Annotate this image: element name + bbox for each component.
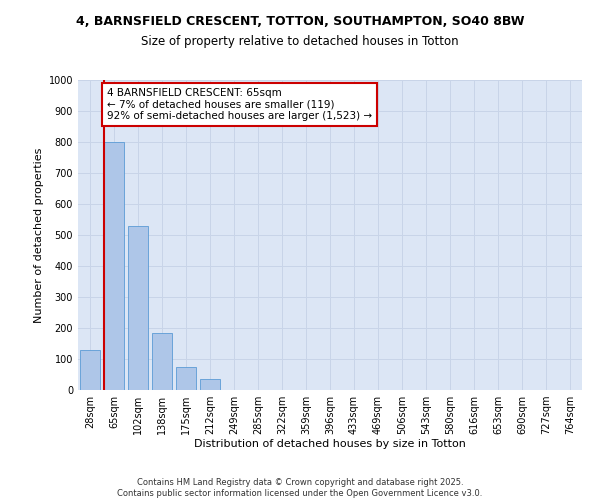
Text: 4, BARNSFIELD CRESCENT, TOTTON, SOUTHAMPTON, SO40 8BW: 4, BARNSFIELD CRESCENT, TOTTON, SOUTHAMP… [76,15,524,28]
Text: 4 BARNSFIELD CRESCENT: 65sqm
← 7% of detached houses are smaller (119)
92% of se: 4 BARNSFIELD CRESCENT: 65sqm ← 7% of det… [107,88,372,121]
Bar [152,332,172,390]
Text: Contains HM Land Registry data © Crown copyright and database right 2025.
Contai: Contains HM Land Registry data © Crown c… [118,478,482,498]
Y-axis label: Number of detached properties: Number of detached properties [34,148,44,322]
Bar [200,379,220,390]
Text: Size of property relative to detached houses in Totton: Size of property relative to detached ho… [141,35,459,48]
Bar [176,367,196,390]
Bar [128,226,148,390]
Bar [80,350,100,390]
Bar [104,142,124,390]
X-axis label: Distribution of detached houses by size in Totton: Distribution of detached houses by size … [194,438,466,448]
